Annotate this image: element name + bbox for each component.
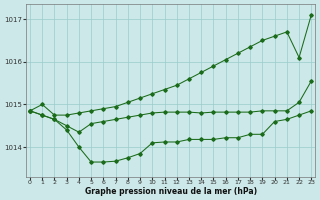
X-axis label: Graphe pression niveau de la mer (hPa): Graphe pression niveau de la mer (hPa) [84,187,257,196]
